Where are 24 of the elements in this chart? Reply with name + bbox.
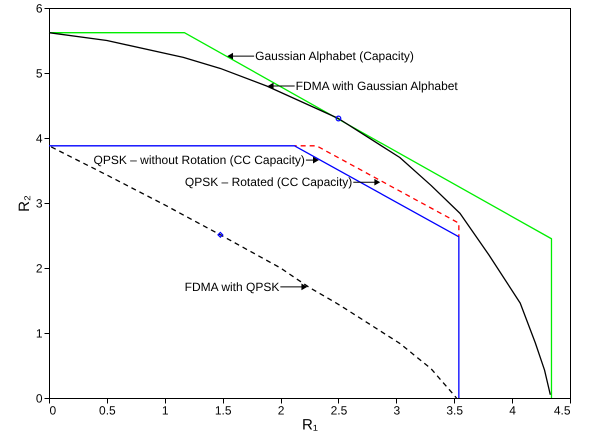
annotation: QPSK – Rotated (CC Capacity): [184, 175, 352, 190]
y-tick-label: 0: [36, 392, 43, 406]
x-tick-label: 2: [278, 404, 285, 418]
y-tick-label: 6: [36, 2, 43, 16]
x-tick-label: 1: [162, 404, 169, 418]
x-tick-label: 3: [393, 404, 400, 418]
x-tick-label: 4.5: [554, 404, 571, 418]
annotation: Gaussian Alphabet (Capacity): [255, 49, 414, 64]
x-tick-label: 2.5: [330, 404, 348, 418]
y-tick-label: 4: [36, 132, 43, 146]
x-axis-title: R₁: [302, 416, 318, 432]
x-tick-label: 0.5: [99, 404, 116, 418]
x-tick-label: 4: [509, 404, 516, 418]
y-tick-label: 3: [36, 196, 43, 210]
x-tick-label: 1.5: [214, 404, 232, 418]
annotation: QPSK – without Rotation (CC Capacity): [94, 153, 305, 168]
x-tick-label: 3.5: [446, 404, 464, 418]
x-tick-label: 0: [50, 404, 56, 418]
annotation: FDMA with QPSK: [184, 280, 280, 294]
y-tick-label: 5: [36, 66, 43, 80]
y-tick-label: 2: [36, 262, 43, 276]
y-axis-title: R₂: [16, 194, 33, 212]
annotation: FDMA with Gaussian Alphabet: [296, 79, 458, 93]
y-tick-label: 1: [36, 326, 43, 340]
